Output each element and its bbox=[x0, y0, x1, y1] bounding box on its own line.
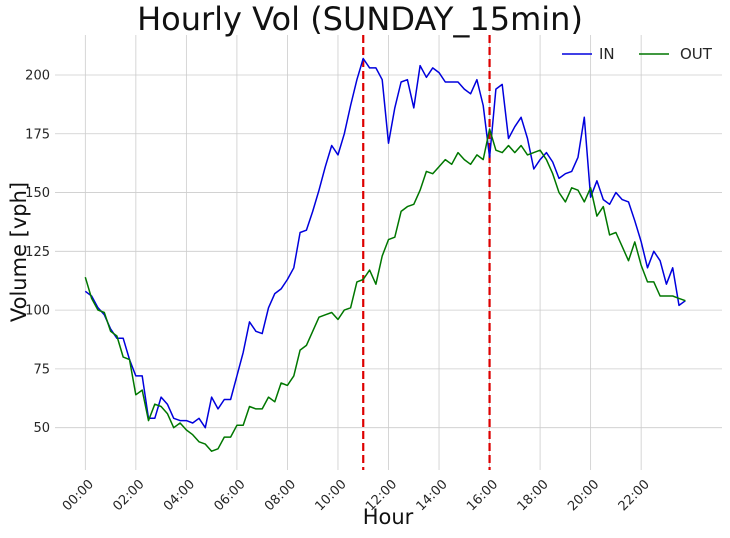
legend-label-out: OUT bbox=[680, 45, 713, 63]
y-tick-label: 125 bbox=[25, 245, 50, 260]
legend-label-in: IN bbox=[599, 45, 615, 63]
reference-lines bbox=[362, 35, 491, 470]
y-tick-label: 150 bbox=[25, 186, 50, 201]
x-axis-label: Hour bbox=[363, 505, 414, 529]
y-tick-label: 200 bbox=[25, 68, 50, 83]
series-lines bbox=[84, 57, 686, 452]
y-axis-label: Volume [vph] bbox=[7, 182, 31, 322]
y-tick-label: 175 bbox=[25, 127, 50, 142]
y-tick-label: 75 bbox=[33, 362, 50, 377]
y-tick-label: 50 bbox=[33, 421, 50, 436]
y-tick-label: 100 bbox=[25, 304, 50, 319]
series-line-out bbox=[84, 128, 686, 452]
series-line-in bbox=[84, 57, 686, 429]
y-tick-labels: 50 75 100 125 150 175 200 bbox=[25, 68, 50, 436]
grid-lines bbox=[55, 35, 722, 470]
legend: IN OUT bbox=[562, 45, 713, 63]
chart-title: Hourly Vol (SUNDAY_15min) bbox=[137, 0, 583, 38]
